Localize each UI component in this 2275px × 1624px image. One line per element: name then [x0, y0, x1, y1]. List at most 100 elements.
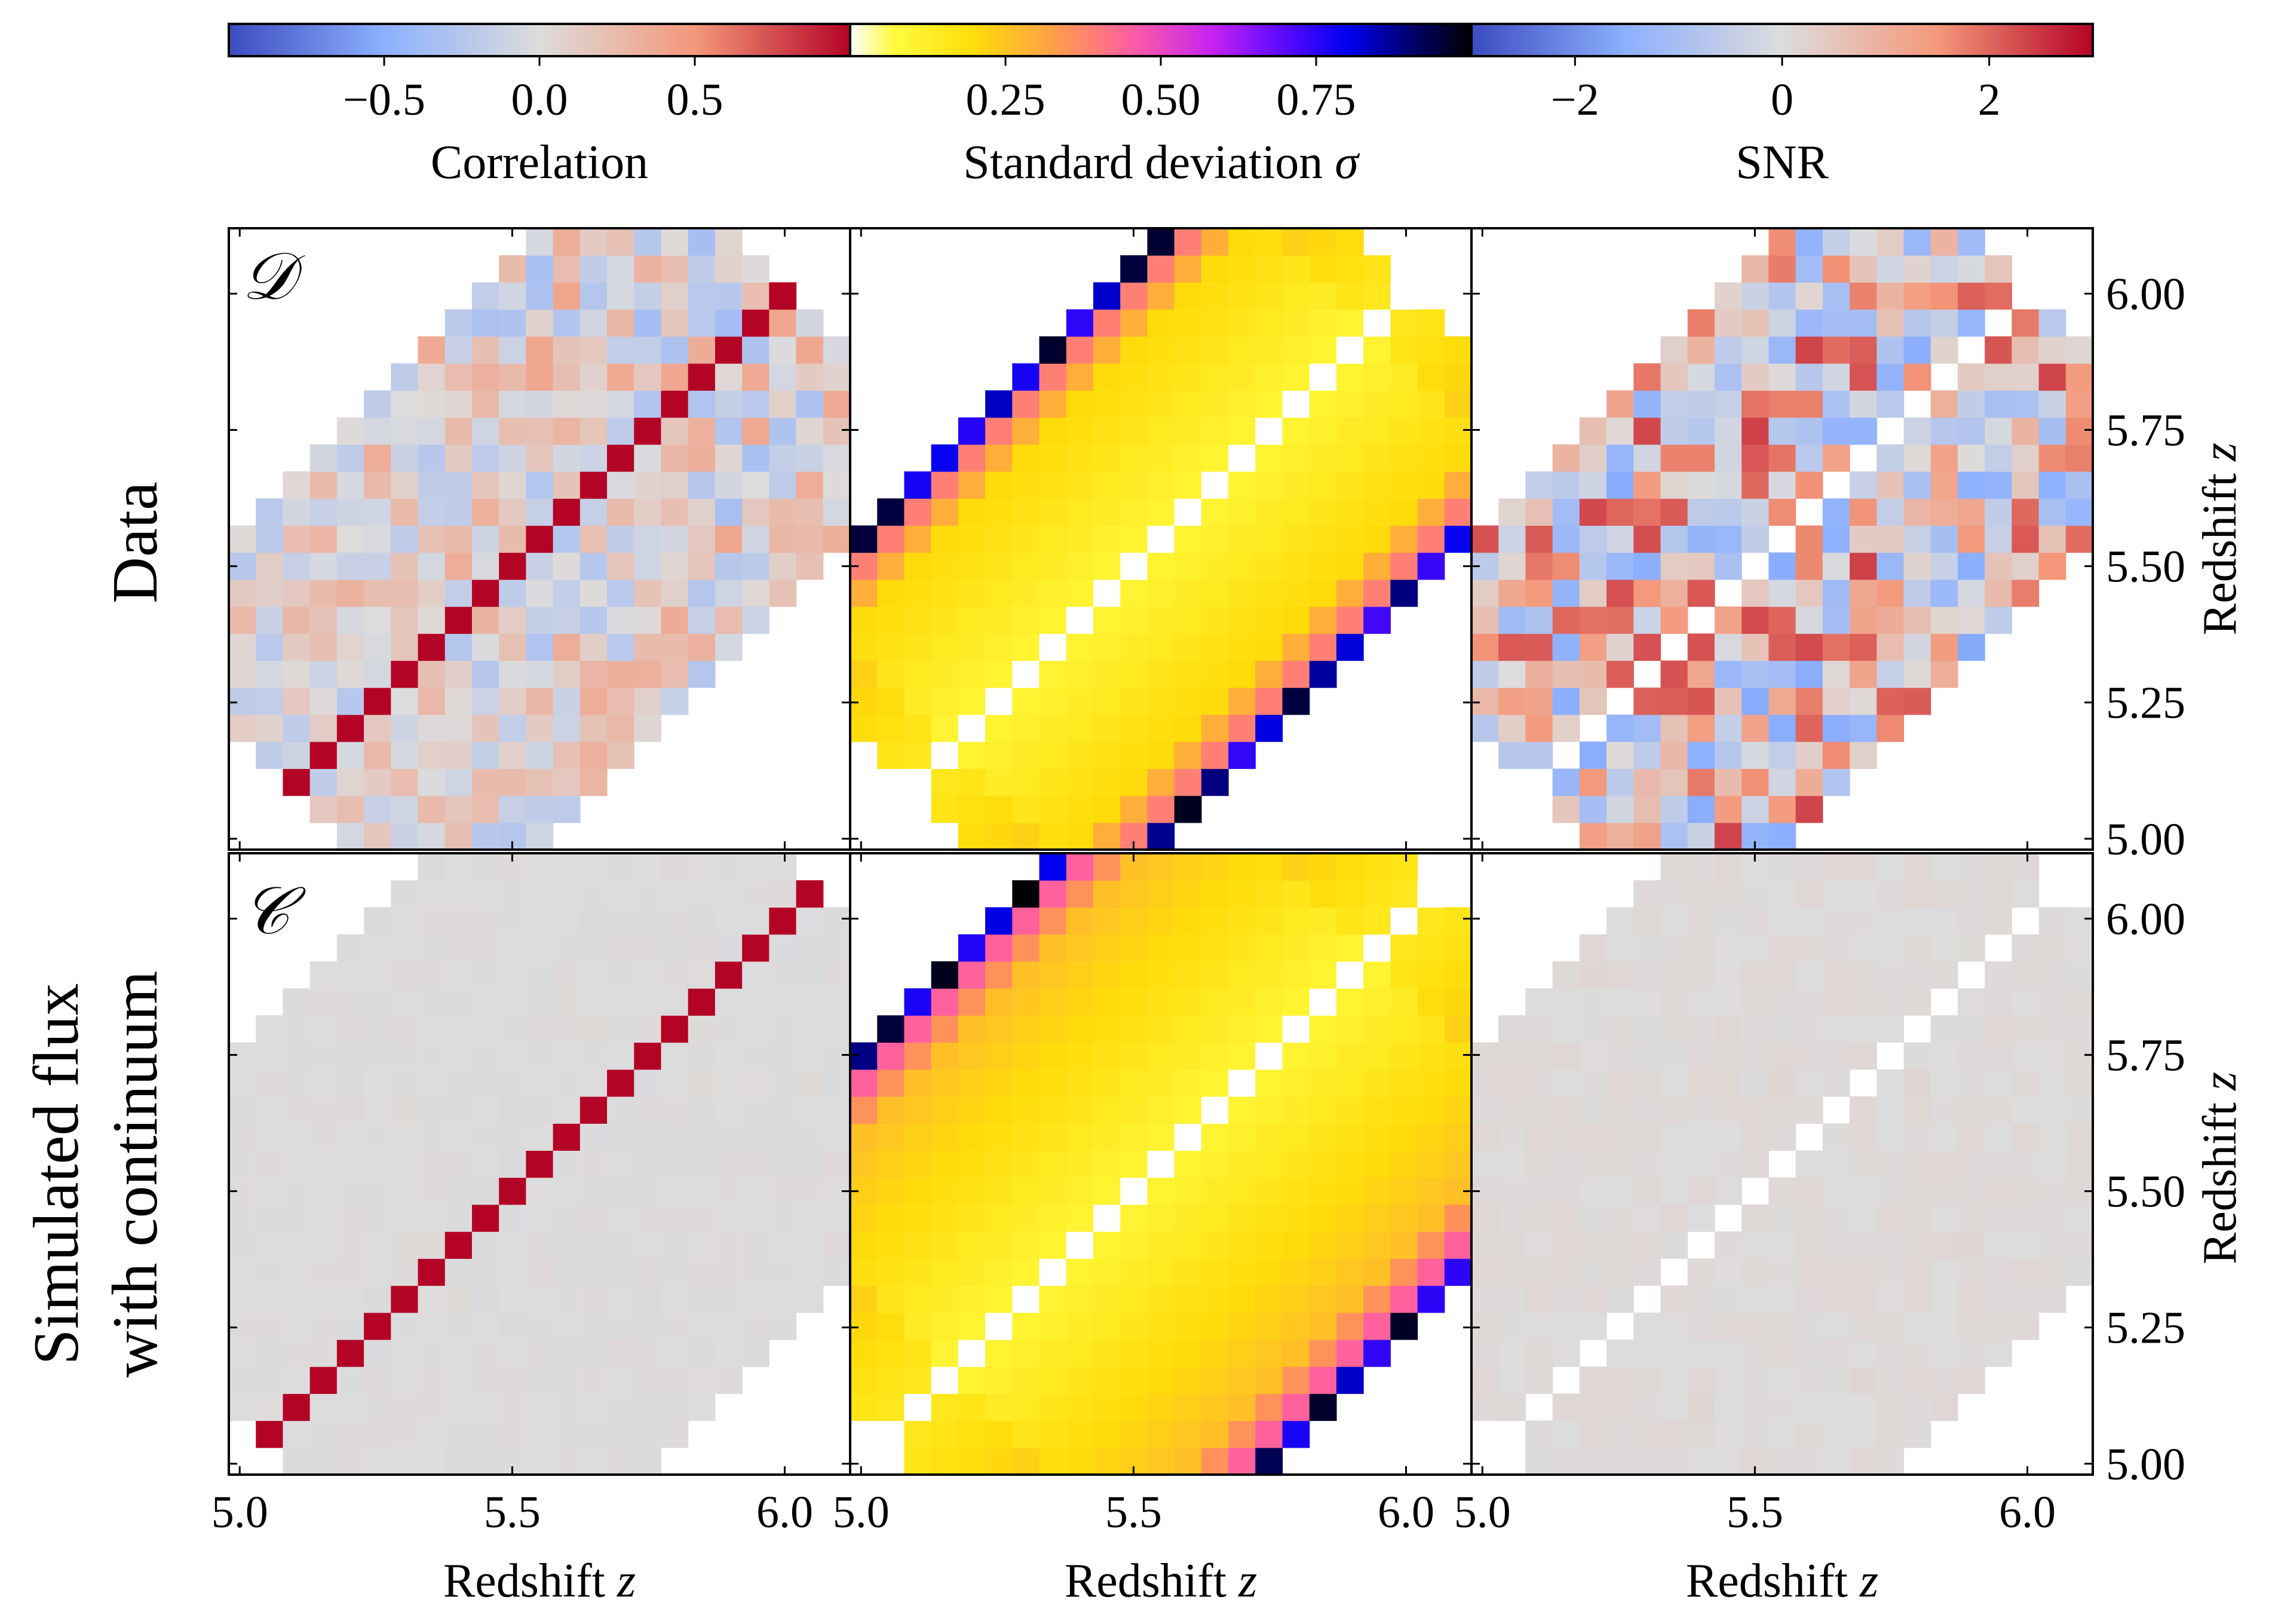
heatmap-cell: [1903, 309, 1931, 337]
heatmap-cell: [1012, 417, 1040, 445]
heatmap-cell: [1606, 444, 1634, 472]
heatmap-cell: [1174, 417, 1202, 445]
heatmap-cell: [391, 714, 419, 742]
heatmap-cell: [1822, 282, 1850, 310]
heatmap-cell: [391, 390, 419, 418]
heatmap-cell: [1850, 633, 1877, 661]
heatmap-cell: [1444, 417, 1472, 445]
heatmap-cell: [1768, 336, 1796, 364]
heatmap-cell: [1877, 633, 1905, 661]
heatmap-cell: [796, 1285, 824, 1313]
heatmap-cell: [1255, 336, 1283, 364]
heatmap-cell: [1633, 795, 1661, 823]
heatmap-cell: [526, 417, 554, 445]
heatmap-cell: [1579, 579, 1607, 607]
heatmap-cell: [1633, 1096, 1661, 1124]
heatmap-cell: [1822, 1015, 1850, 1043]
heatmap-cell: [2012, 1069, 2040, 1097]
heatmap-cell: [1741, 1420, 1769, 1448]
heatmap-cell: [1039, 768, 1067, 796]
heatmap-cell: [1877, 228, 1905, 256]
heatmap-cell: [1687, 1447, 1715, 1475]
heatmap-cell: [823, 444, 851, 472]
heatmap-cell: [634, 714, 662, 742]
panel-data-std: [849, 227, 1473, 851]
heatmap-cell: [1120, 880, 1148, 908]
heatmap-cell: [1147, 714, 1175, 742]
heatmap-cell: [661, 1177, 689, 1205]
heatmap-cell: [607, 498, 634, 526]
heatmap-cell: [229, 1150, 256, 1178]
heatmap-cell: [850, 1339, 878, 1367]
heatmap-cell: [1985, 336, 2012, 364]
heatmap-cell: [1147, 1069, 1175, 1097]
heatmap-cell: [607, 961, 634, 989]
heatmap-cell: [1660, 768, 1688, 796]
heatmap-cell: [1201, 961, 1229, 989]
heatmap-cell: [1120, 1096, 1148, 1124]
heatmap-cell: [1525, 606, 1553, 634]
heatmap-cell: [1687, 687, 1715, 715]
heatmap-cell: [1741, 988, 1769, 1016]
heatmap-cell: [1552, 1285, 1580, 1313]
heatmap-cell: [256, 687, 284, 715]
heatmap-cell: [1012, 390, 1040, 418]
heatmap-cell: [283, 1339, 311, 1367]
heatmap-cell: [471, 1447, 499, 1475]
heatmap-cell: [796, 417, 824, 445]
heatmap-cell: [499, 309, 526, 337]
heatmap-cell: [661, 579, 689, 607]
colorbar-std: 0.25 0.50 0.75 Standard deviation σ: [850, 24, 1471, 189]
colorbars: −0.5 0.0 0.5 Correlation 0.25 0.50 0.75 Stan…: [228, 23, 2094, 189]
heatmap-cell: [1255, 1123, 1283, 1151]
heatmap-cell: [1552, 606, 1580, 634]
heatmap-cell: [1579, 417, 1607, 445]
heatmap-cell: [553, 336, 581, 364]
heatmap-cell: [1174, 552, 1202, 580]
heatmap-cell: [1012, 660, 1040, 688]
heatmap-cell: [607, 1177, 634, 1205]
heatmap-cell: [1579, 1177, 1607, 1205]
heatmap-cell: [1877, 687, 1905, 715]
heatmap-cell: [1012, 1285, 1040, 1313]
heatmap-cell: [823, 961, 851, 989]
heatmap-cell: [877, 714, 905, 742]
heatmap-cell: [661, 934, 689, 962]
heatmap-cell: [309, 498, 338, 526]
heatmap-cell: [634, 687, 662, 715]
heatmap-cell: [904, 714, 932, 742]
heatmap-cell: [526, 880, 554, 908]
heatmap-cell: [2065, 1015, 2093, 1043]
heatmap-cell: [1390, 1069, 1418, 1097]
heatmap-cell: [1201, 1285, 1229, 1313]
heatmap-cell: [634, 1366, 662, 1394]
heatmap-cell: [580, 390, 608, 418]
heatmap-cell: [1039, 1015, 1067, 1043]
heatmap-cell: [715, 1042, 743, 1070]
heatmap-cell: [1201, 1042, 1229, 1070]
heatmap-cell: [1120, 1285, 1148, 1313]
heatmap-cell: [1336, 1177, 1364, 1205]
heatmap-cell: [1552, 687, 1580, 715]
heatmap-cell: [688, 880, 716, 908]
heatmap-cell: [1444, 1258, 1472, 1286]
heatmap-cell: [796, 1096, 824, 1124]
heatmap-cell: [742, 363, 769, 391]
heatmap-cell: [1985, 1015, 2012, 1043]
heatmap-cell: [1850, 417, 1877, 445]
heatmap-cell: [1660, 934, 1688, 962]
heatmap-cell: [1309, 255, 1337, 283]
heatmap-cell: [391, 498, 419, 526]
heatmap-cell: [526, 1231, 554, 1259]
heatmap-cell: [418, 633, 446, 661]
heatmap-cell: [688, 1015, 716, 1043]
heatmap-cell: [1039, 471, 1067, 499]
heatmap-cell: [1822, 228, 1850, 256]
heatmap-cell: [1417, 525, 1445, 553]
colorbar-std-label: Standard deviation σ: [963, 136, 1360, 189]
heatmap-cell: [607, 228, 634, 256]
heatmap-cell: [1579, 471, 1607, 499]
heatmap-cell: [931, 552, 959, 580]
heatmap-cell: [1471, 1339, 1499, 1367]
heatmap-cell: [931, 988, 959, 1016]
